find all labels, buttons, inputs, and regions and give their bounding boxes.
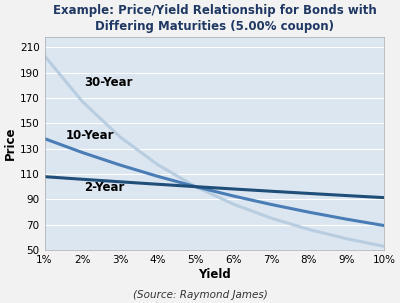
Title: Example: Price/Yield Relationship for Bonds with
Differing Maturities (5.00% cou: Example: Price/Yield Relationship for Bo… — [52, 4, 376, 33]
Text: (Source: Raymond James): (Source: Raymond James) — [133, 290, 267, 300]
Text: 2-Year: 2-Year — [84, 181, 124, 195]
Text: 10-Year: 10-Year — [65, 129, 114, 142]
X-axis label: Yield: Yield — [198, 268, 231, 281]
Y-axis label: Price: Price — [4, 127, 17, 160]
Text: 30-Year: 30-Year — [84, 76, 133, 89]
